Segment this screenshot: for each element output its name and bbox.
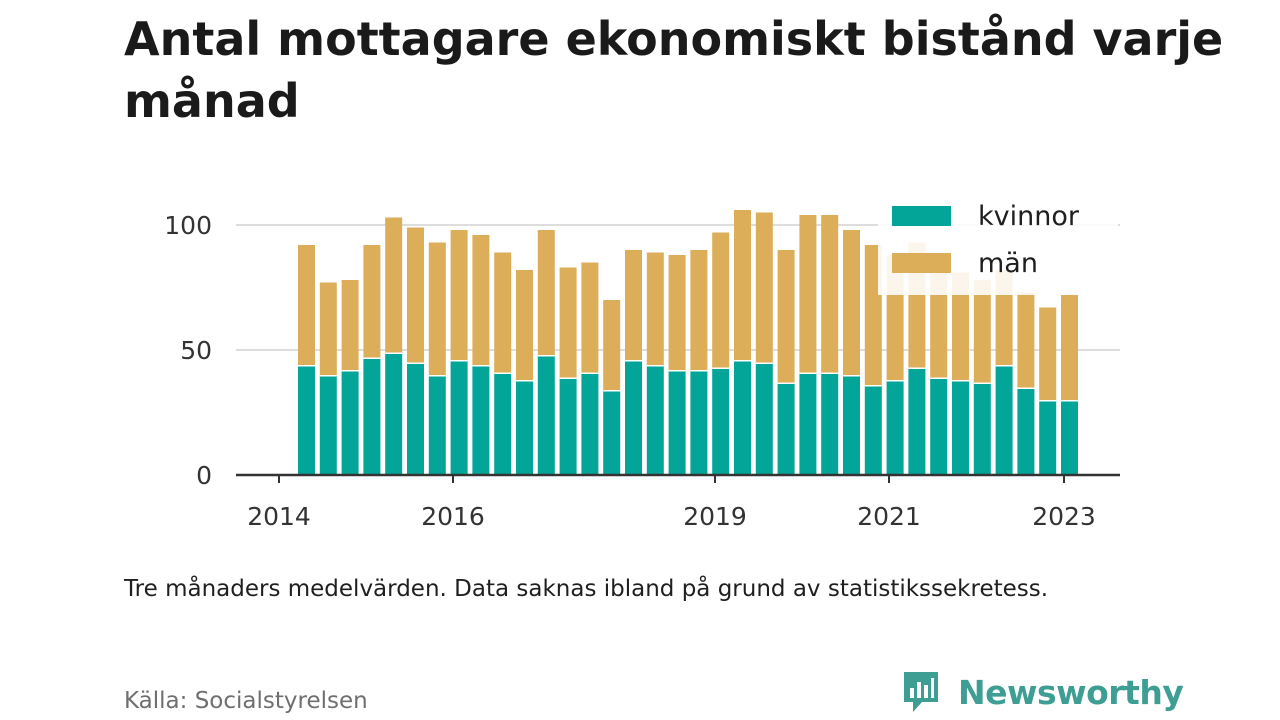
bar-mn <box>1039 307 1057 400</box>
bar-kvinnor <box>952 380 969 475</box>
bar-mn <box>755 212 773 363</box>
bar-kvinnor <box>428 375 446 475</box>
bar-kvinnor <box>930 377 948 475</box>
bar-mn <box>428 242 446 375</box>
bar-kvinnor <box>668 370 686 475</box>
bar-kvinnor <box>799 372 817 475</box>
bar-kvinnor <box>712 367 730 475</box>
bar-mn <box>319 282 337 375</box>
legend-swatch-man <box>892 253 951 273</box>
bar-mn <box>581 262 599 373</box>
bar-kvinnor <box>603 390 621 475</box>
bar-kvinnor <box>341 370 359 475</box>
bar-mn <box>625 250 642 360</box>
newsworthy-logo-icon <box>904 672 938 712</box>
bar-mn <box>690 250 708 370</box>
bar-kvinnor <box>995 365 1013 475</box>
brand-logo[interactable]: Newsworthy <box>900 668 1184 716</box>
bar-mn <box>494 252 512 373</box>
y-tick-label: 100 <box>164 211 212 240</box>
bar-kvinnor <box>494 372 512 475</box>
bar-kvinnor <box>864 385 882 475</box>
x-tick-label: 2016 <box>421 502 485 531</box>
bar-mn <box>559 267 577 378</box>
bar-kvinnor <box>734 360 751 475</box>
chart-title: Antal mottagare ekonomiskt bistånd varje… <box>124 12 1224 128</box>
bar-mn <box>646 252 664 365</box>
bar-mn <box>864 245 882 385</box>
bar-mn <box>1017 292 1035 388</box>
bar-kvinnor <box>407 362 424 475</box>
bar-mn <box>1061 295 1078 400</box>
bar-mn <box>712 232 730 368</box>
bar-kvinnor <box>821 372 839 475</box>
legend-label: kvinnor <box>978 201 1080 232</box>
axes: 2014 2016 2019 2021 2023 <box>236 473 1120 531</box>
chart-note: Tre månaders medelvärden. Data saknas ib… <box>124 576 1049 602</box>
legend-swatch-kvinnor <box>892 206 951 226</box>
bar-kvinnor <box>886 380 904 475</box>
bar-kvinnor <box>363 357 381 475</box>
bar-kvinnor <box>1017 387 1035 475</box>
bar-kvinnor <box>450 360 468 475</box>
bar-kvinnor <box>973 382 991 475</box>
bar-kvinnor <box>581 372 599 475</box>
bar-mn <box>341 280 359 370</box>
bar-mn <box>385 217 403 353</box>
bar-mn <box>298 245 315 365</box>
bar-mn <box>777 250 795 383</box>
bars <box>298 210 1078 475</box>
y-tick-label: 50 <box>180 336 212 365</box>
bar-mn <box>537 230 555 355</box>
bar-kvinnor <box>1061 400 1078 475</box>
bar-mn <box>843 230 860 375</box>
bar-mn <box>363 245 381 358</box>
bar-kvinnor <box>690 370 708 475</box>
bar-kvinnor <box>516 380 533 475</box>
x-tick-label: 2021 <box>857 502 921 531</box>
bar-mn <box>603 300 621 390</box>
bar-mn <box>668 255 686 370</box>
bar-mn <box>472 235 490 365</box>
legend: kvinnor män <box>878 193 1118 295</box>
bar-kvinnor <box>625 360 642 475</box>
bar-kvinnor <box>559 377 577 475</box>
bar-kvinnor <box>1039 400 1057 475</box>
bar-kvinnor <box>385 352 403 475</box>
bar-kvinnor <box>298 365 315 475</box>
bar-mn <box>930 270 948 378</box>
x-tick-label: 2023 <box>1032 502 1096 531</box>
bar-kvinnor <box>843 375 860 475</box>
bar-kvinnor <box>472 365 490 475</box>
bar-mn <box>734 210 751 360</box>
brand-name: Newsworthy <box>958 672 1184 712</box>
bar-mn <box>821 215 839 373</box>
legend-label: män <box>978 248 1038 279</box>
bar-mn <box>952 272 969 380</box>
x-tick-label: 2014 <box>247 502 311 531</box>
bar-mn <box>799 215 817 373</box>
bar-kvinnor <box>908 367 926 475</box>
y-tick-label: 0 <box>196 461 212 490</box>
bar-kvinnor <box>646 365 664 475</box>
source-text: Källa: Socialstyrelsen <box>124 688 368 714</box>
bar-mn <box>973 280 991 383</box>
bar-kvinnor <box>755 362 773 475</box>
bar-kvinnor <box>777 382 795 475</box>
bar-mn <box>516 270 533 380</box>
bar-kvinnor <box>319 375 337 475</box>
x-tick-label: 2019 <box>683 502 747 531</box>
bar-kvinnor <box>537 355 555 475</box>
bar-mn <box>450 230 468 360</box>
bar-mn <box>407 227 424 363</box>
